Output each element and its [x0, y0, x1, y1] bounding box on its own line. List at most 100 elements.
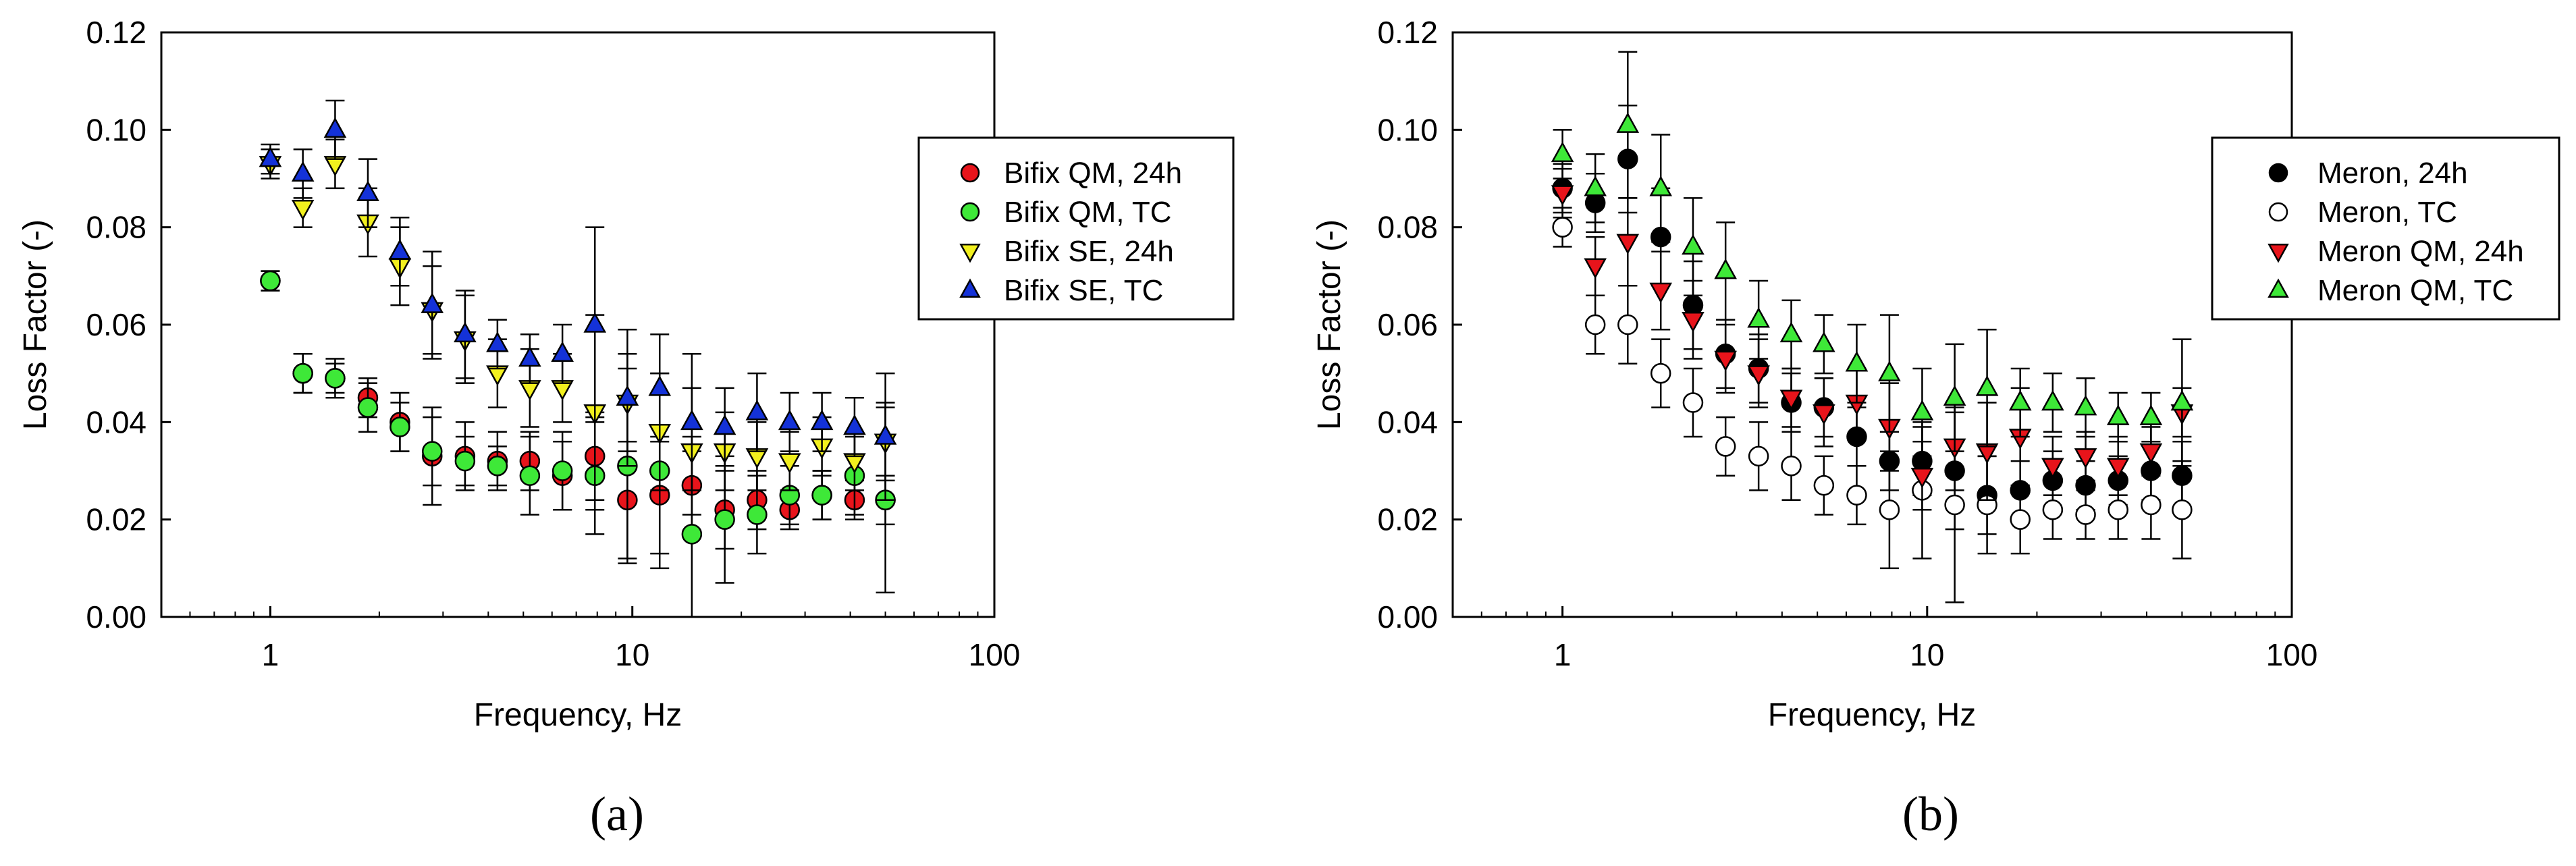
data-point-b-3-2	[1616, 112, 1640, 133]
data-point-b-1-10	[1879, 499, 1900, 520]
data-point-a-1-17	[811, 485, 832, 506]
legend-label-b-0: Meron, 24h	[2317, 157, 2468, 190]
data-point-a-1-5	[421, 441, 443, 462]
x-tick-label-a-1: 10	[615, 637, 649, 672]
data-point-b-2-5	[1714, 350, 1737, 372]
data-point-a-3-8	[518, 346, 541, 367]
data-point-a-3-19	[874, 424, 897, 445]
x-axis-label-b: Frequency, Hz	[1768, 697, 1977, 733]
chart-panel-b: 0.00 0.02 0.04 0.06 0.08 0.10 0.12 1 10 100 Frequ…	[1312, 15, 2560, 841]
legend-label-b-2: Meron QM, 24h	[2317, 235, 2524, 268]
legend-label-b-1: Meron, TC	[2317, 196, 2457, 229]
legend-marker-b-2	[2268, 244, 2289, 263]
data-point-b-1-8	[1813, 475, 1835, 496]
data-point-b-3-15	[2041, 389, 2064, 411]
data-point-b-3-18	[2139, 404, 2163, 425]
data-point-b-3-9	[1845, 351, 1869, 372]
data-point-b-2-16	[2074, 448, 2097, 469]
series-b-0	[1552, 105, 2193, 535]
legend-marker-a-1	[960, 202, 980, 222]
data-point-a-1-6	[454, 450, 476, 472]
data-point-a-3-5	[421, 292, 444, 313]
data-point-b-1-2	[1617, 314, 1638, 335]
data-point-a-3-14	[713, 414, 736, 435]
data-point-b-1-16	[2075, 504, 2096, 525]
series-a-2	[259, 138, 897, 516]
legend-marker-a-2	[959, 244, 981, 263]
data-point-a-2-1	[291, 200, 315, 221]
data-point-b-1-17	[2108, 499, 2128, 520]
data-point-b-1-12	[1944, 494, 1965, 516]
data-point-b-1-7	[1781, 456, 1802, 477]
data-point-b-3-1	[1584, 175, 1607, 196]
x-tick-label-b-2: 100	[2266, 637, 2318, 672]
series-b-3	[1551, 51, 2194, 467]
series-b-2	[1551, 167, 2194, 511]
y-tick-label-a-6: 0.12	[86, 15, 146, 50]
data-point-a-3-9	[551, 341, 574, 362]
panel-label-b: (b)	[1902, 787, 1959, 841]
data-point-a-3-2	[323, 117, 347, 138]
data-point-b-2-1	[1584, 258, 1607, 279]
data-point-b-2-4	[1682, 312, 1705, 333]
legend-label-b-3: Meron QM, TC	[2317, 274, 2513, 307]
data-point-b-1-15	[2042, 499, 2064, 520]
y-tick-label-a-3: 0.06	[86, 307, 146, 342]
data-point-b-2-7	[1779, 389, 1803, 410]
data-point-b-3-12	[1943, 385, 1966, 406]
data-point-b-2-15	[2041, 458, 2064, 479]
data-point-b-1-18	[2141, 494, 2162, 516]
chart-panel-a: 0.00 0.02 0.04 0.06 0.08 0.10 0.12 1 10 100 Frequ…	[18, 15, 1235, 841]
data-point-b-2-8	[1813, 404, 1835, 425]
data-point-a-3-12	[648, 375, 672, 396]
data-point-a-3-6	[454, 321, 477, 343]
data-point-a-3-7	[486, 331, 509, 352]
data-point-a-1-15	[747, 504, 768, 525]
data-point-b-1-19	[2172, 499, 2193, 520]
y-tick-label-a-4: 0.08	[86, 210, 146, 245]
data-point-b-2-11	[1910, 467, 1934, 489]
data-point-b-3-0	[1551, 141, 1574, 163]
y-tick-label-b-0: 0.00	[1377, 599, 1438, 634]
legend-marker-a-3	[959, 278, 981, 298]
y-tick-label-b-2: 0.04	[1377, 404, 1438, 439]
legend-b: Meron, 24h Meron, TC Meron QM, 24h Meron…	[2211, 136, 2560, 321]
data-point-b-1-9	[1846, 485, 1867, 506]
data-point-b-3-4	[1682, 234, 1705, 255]
data-point-a-1-1	[292, 362, 313, 384]
data-point-b-3-8	[1813, 331, 1835, 352]
legend-box-b	[2211, 136, 2560, 321]
data-point-a-3-17	[810, 409, 834, 431]
data-point-a-3-1	[291, 161, 315, 182]
series-a-1	[260, 270, 896, 618]
data-point-b-3-16	[2074, 394, 2097, 416]
panel-label-a: (a)	[590, 787, 644, 841]
y-axis-label-b: Loss Factor (-)	[1312, 219, 1347, 430]
data-point-a-1-13	[681, 524, 703, 545]
data-point-b-3-11	[1910, 400, 1934, 421]
data-point-b-3-3	[1649, 175, 1673, 196]
data-point-a-3-11	[616, 385, 639, 406]
y-tick-label-b-4: 0.08	[1377, 210, 1438, 245]
data-point-b-3-10	[1878, 360, 1901, 381]
y-tick-label-b-5: 0.10	[1377, 112, 1438, 147]
plot-frame-b	[1451, 31, 2293, 618]
data-point-b-1-1	[1584, 314, 1606, 335]
data-point-b-2-6	[1747, 365, 1770, 386]
data-point-b-2-17	[2106, 458, 2130, 479]
data-point-a-3-16	[778, 409, 801, 431]
data-point-b-3-7	[1779, 321, 1803, 343]
data-point-b-1-4	[1682, 392, 1704, 413]
y-tick-label-a-5: 0.10	[86, 112, 146, 147]
data-point-a-1-14	[714, 509, 735, 530]
y-axis-label-a: Loss Factor (-)	[18, 219, 53, 430]
data-point-b-2-18	[2139, 443, 2163, 464]
data-point-a-3-0	[259, 146, 282, 167]
y-tick-label-b-6: 0.12	[1377, 15, 1438, 50]
y-tick-label-a-2: 0.04	[86, 404, 146, 439]
x-axis-label-a: Frequency, Hz	[474, 697, 682, 733]
legend-label-a-2: Bifix SE, 24h	[1004, 235, 1174, 268]
data-point-a-1-3	[357, 397, 379, 418]
data-point-a-3-15	[745, 400, 769, 421]
